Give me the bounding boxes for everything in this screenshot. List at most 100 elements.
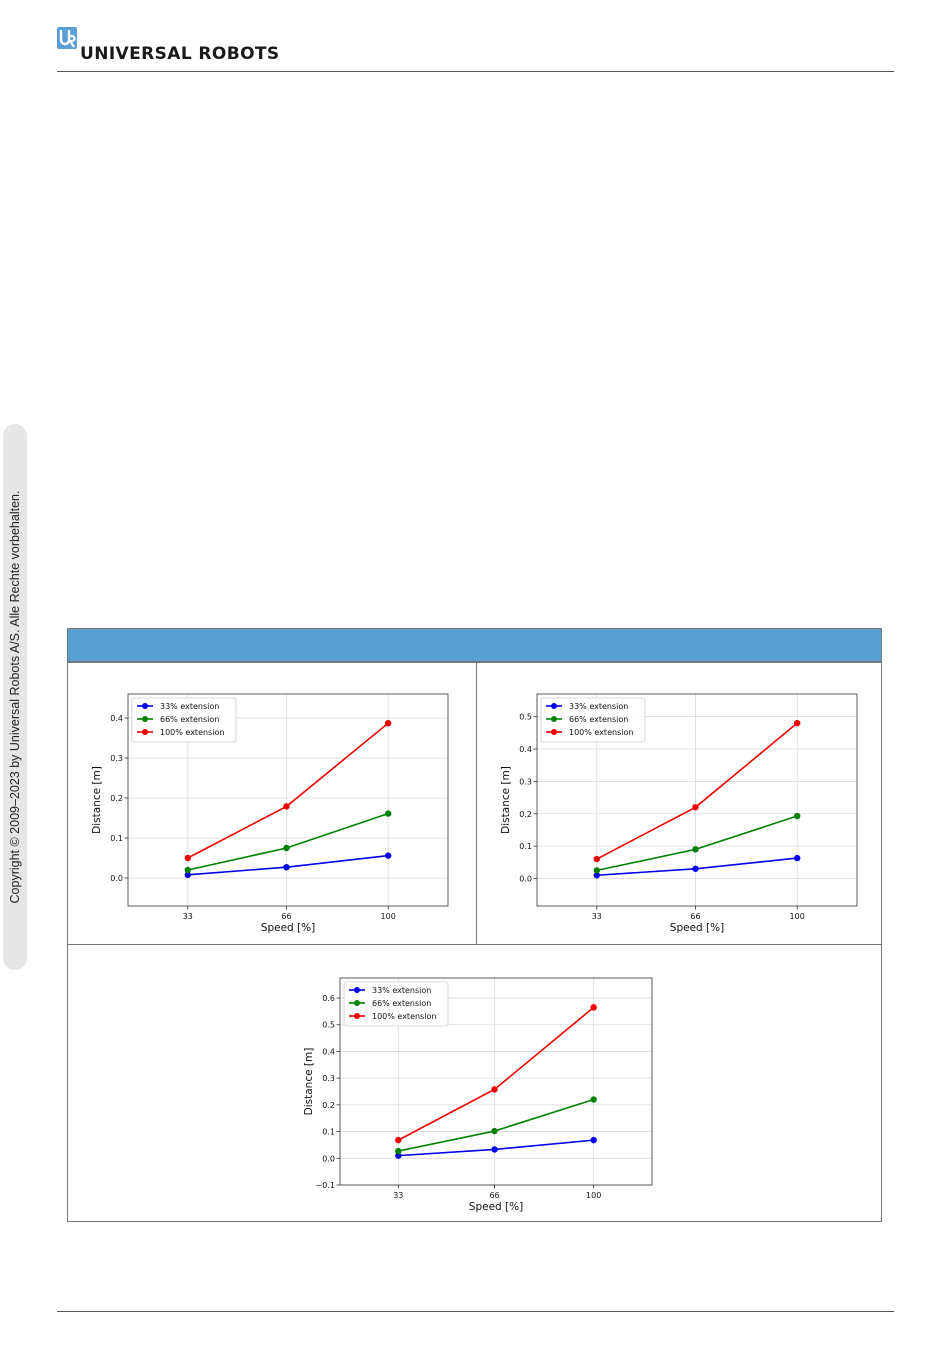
- chart-legend: 33% extension 66% extension 100% extension: [540, 697, 646, 743]
- data-point: [384, 852, 392, 859]
- header-divider: [57, 71, 894, 72]
- data-point: [692, 865, 699, 872]
- x-tick-label: 33: [592, 912, 602, 921]
- x-axis-label: Speed [%]: [670, 922, 724, 934]
- data-point: [590, 1004, 597, 1011]
- y-tick-label: 0.1: [519, 842, 532, 851]
- y-tick-label: 0.4: [519, 745, 532, 754]
- legend-swatch-marker: [142, 729, 148, 735]
- y-tick-label: 0.1: [322, 1128, 335, 1137]
- legend-swatch-marker: [354, 1000, 360, 1006]
- y-tick-label: 0.5: [519, 713, 532, 722]
- plot-frame: [127, 693, 449, 907]
- stopping-distance-chart-3: 33 66 100 −0.1 0.0 0.1 0.2 0.3 0.4 0.5 0.6 Speed [%…: [303, 977, 653, 1213]
- data-point: [793, 854, 801, 862]
- legend-swatch-marker: [551, 703, 557, 709]
- legend-swatch-marker: [354, 1013, 360, 1019]
- x-axis-label: Speed [%]: [261, 922, 315, 934]
- table-cell-chart-1: 33 66 100 0.0 0.1 0.2 0.3 0.4 Speed [%] Distance …: [68, 663, 477, 945]
- legend-label: 66% extension: [569, 715, 628, 724]
- copyright-notice: Copyright © 2009–2023 by Universal Robot…: [8, 490, 22, 904]
- y-tick-label: 0.3: [322, 1074, 335, 1083]
- brand-name: UNIVERSAL ROBOTS: [80, 44, 280, 64]
- ur-logo-icon: [57, 27, 77, 49]
- y-tick-label: 0.5: [322, 1021, 335, 1030]
- data-point: [692, 846, 699, 853]
- legend-label: 33% extension: [160, 702, 219, 711]
- x-tick-label: 100: [790, 912, 805, 921]
- y-tick-label: 0.3: [519, 777, 532, 786]
- y-tick-label: 0.1: [110, 834, 123, 843]
- data-point: [395, 1136, 402, 1144]
- legend-swatch-marker: [142, 703, 148, 709]
- legend-swatch-marker: [142, 716, 148, 722]
- plot-frame: [339, 977, 653, 1186]
- data-point: [283, 864, 290, 871]
- y-tick-label: 0.4: [110, 714, 123, 723]
- legend-label: 100% extension: [160, 728, 224, 737]
- data-point: [491, 1146, 498, 1153]
- x-tick-label: 66: [281, 912, 291, 921]
- x-tick-label: 66: [690, 912, 700, 921]
- legend-box: [343, 981, 449, 1027]
- data-point: [384, 810, 392, 817]
- data-point: [184, 871, 192, 878]
- data-point: [593, 855, 601, 863]
- data-point: [283, 803, 290, 810]
- data-point: [793, 719, 801, 727]
- data-point: [384, 720, 392, 727]
- plot-frame: [536, 693, 858, 907]
- x-tick-label: 33: [183, 912, 193, 921]
- footer-divider: [57, 1311, 894, 1312]
- legend-label: 66% extension: [372, 999, 431, 1008]
- y-tick-label: 0.0: [322, 1154, 335, 1163]
- y-tick-label: 0.2: [519, 810, 532, 819]
- x-tick-label: 100: [381, 912, 396, 921]
- table-cell-chart-3: 33 66 100 −0.1 0.0 0.1 0.2 0.3 0.4 0.5 0.6 Speed [%…: [68, 945, 881, 1221]
- figure-table: 33 66 100 0.0 0.1 0.2 0.3 0.4 Speed [%] Distance …: [67, 628, 882, 1222]
- table-header-bar: [68, 629, 881, 663]
- legend-label: 100% extension: [372, 1012, 436, 1021]
- x-tick-label: 33: [393, 1191, 403, 1200]
- chart-legend: 33% extension 66% extension 100% extension: [131, 697, 237, 743]
- copyright-tab: Copyright © 2009–2023 by Universal Robot…: [3, 424, 27, 970]
- data-point: [593, 872, 601, 879]
- legend-box: [131, 697, 237, 743]
- legend-box: [540, 697, 646, 743]
- data-point: [184, 866, 192, 874]
- stopping-distance-chart-1: 33 66 100 0.0 0.1 0.2 0.3 0.4 Speed [%] Distance …: [91, 693, 449, 934]
- data-point: [593, 867, 601, 874]
- y-tick-label: 0.0: [110, 874, 123, 883]
- data-point: [184, 854, 192, 862]
- legend-label: 33% extension: [569, 702, 628, 711]
- data-point: [491, 1127, 498, 1135]
- y-tick-label: −0.1: [316, 1181, 335, 1190]
- y-axis-label: Distance [m]: [303, 1048, 315, 1116]
- data-point: [692, 804, 699, 811]
- data-point: [395, 1147, 402, 1155]
- data-point: [491, 1086, 498, 1093]
- data-point: [590, 1136, 597, 1144]
- legend-label: 100% extension: [569, 728, 633, 737]
- y-tick-label: 0.2: [110, 794, 123, 803]
- x-tick-label: 100: [586, 1191, 601, 1200]
- data-point: [283, 844, 290, 852]
- y-tick-label: 0.0: [519, 874, 532, 883]
- x-axis-label: Speed [%]: [469, 1201, 523, 1213]
- x-tick-label: 66: [489, 1191, 499, 1200]
- y-tick-label: 0.4: [322, 1047, 335, 1056]
- y-axis-label: Distance [m]: [91, 766, 103, 834]
- y-tick-label: 0.3: [110, 754, 123, 763]
- legend-label: 33% extension: [372, 986, 431, 995]
- data-point: [395, 1152, 402, 1159]
- y-axis-label: Distance [m]: [500, 766, 512, 834]
- stopping-distance-chart-2: 33 66 100 0.0 0.1 0.2 0.3 0.4 0.5 Speed [%] Distan…: [500, 693, 858, 934]
- y-tick-label: 0.6: [322, 994, 335, 1003]
- legend-swatch-marker: [354, 987, 360, 993]
- legend-swatch-marker: [551, 729, 557, 735]
- data-point: [793, 812, 801, 820]
- data-point: [590, 1096, 597, 1103]
- legend-swatch-marker: [551, 716, 557, 722]
- y-tick-label: 0.2: [322, 1101, 335, 1110]
- chart-legend: 33% extension 66% extension 100% extension: [343, 981, 449, 1027]
